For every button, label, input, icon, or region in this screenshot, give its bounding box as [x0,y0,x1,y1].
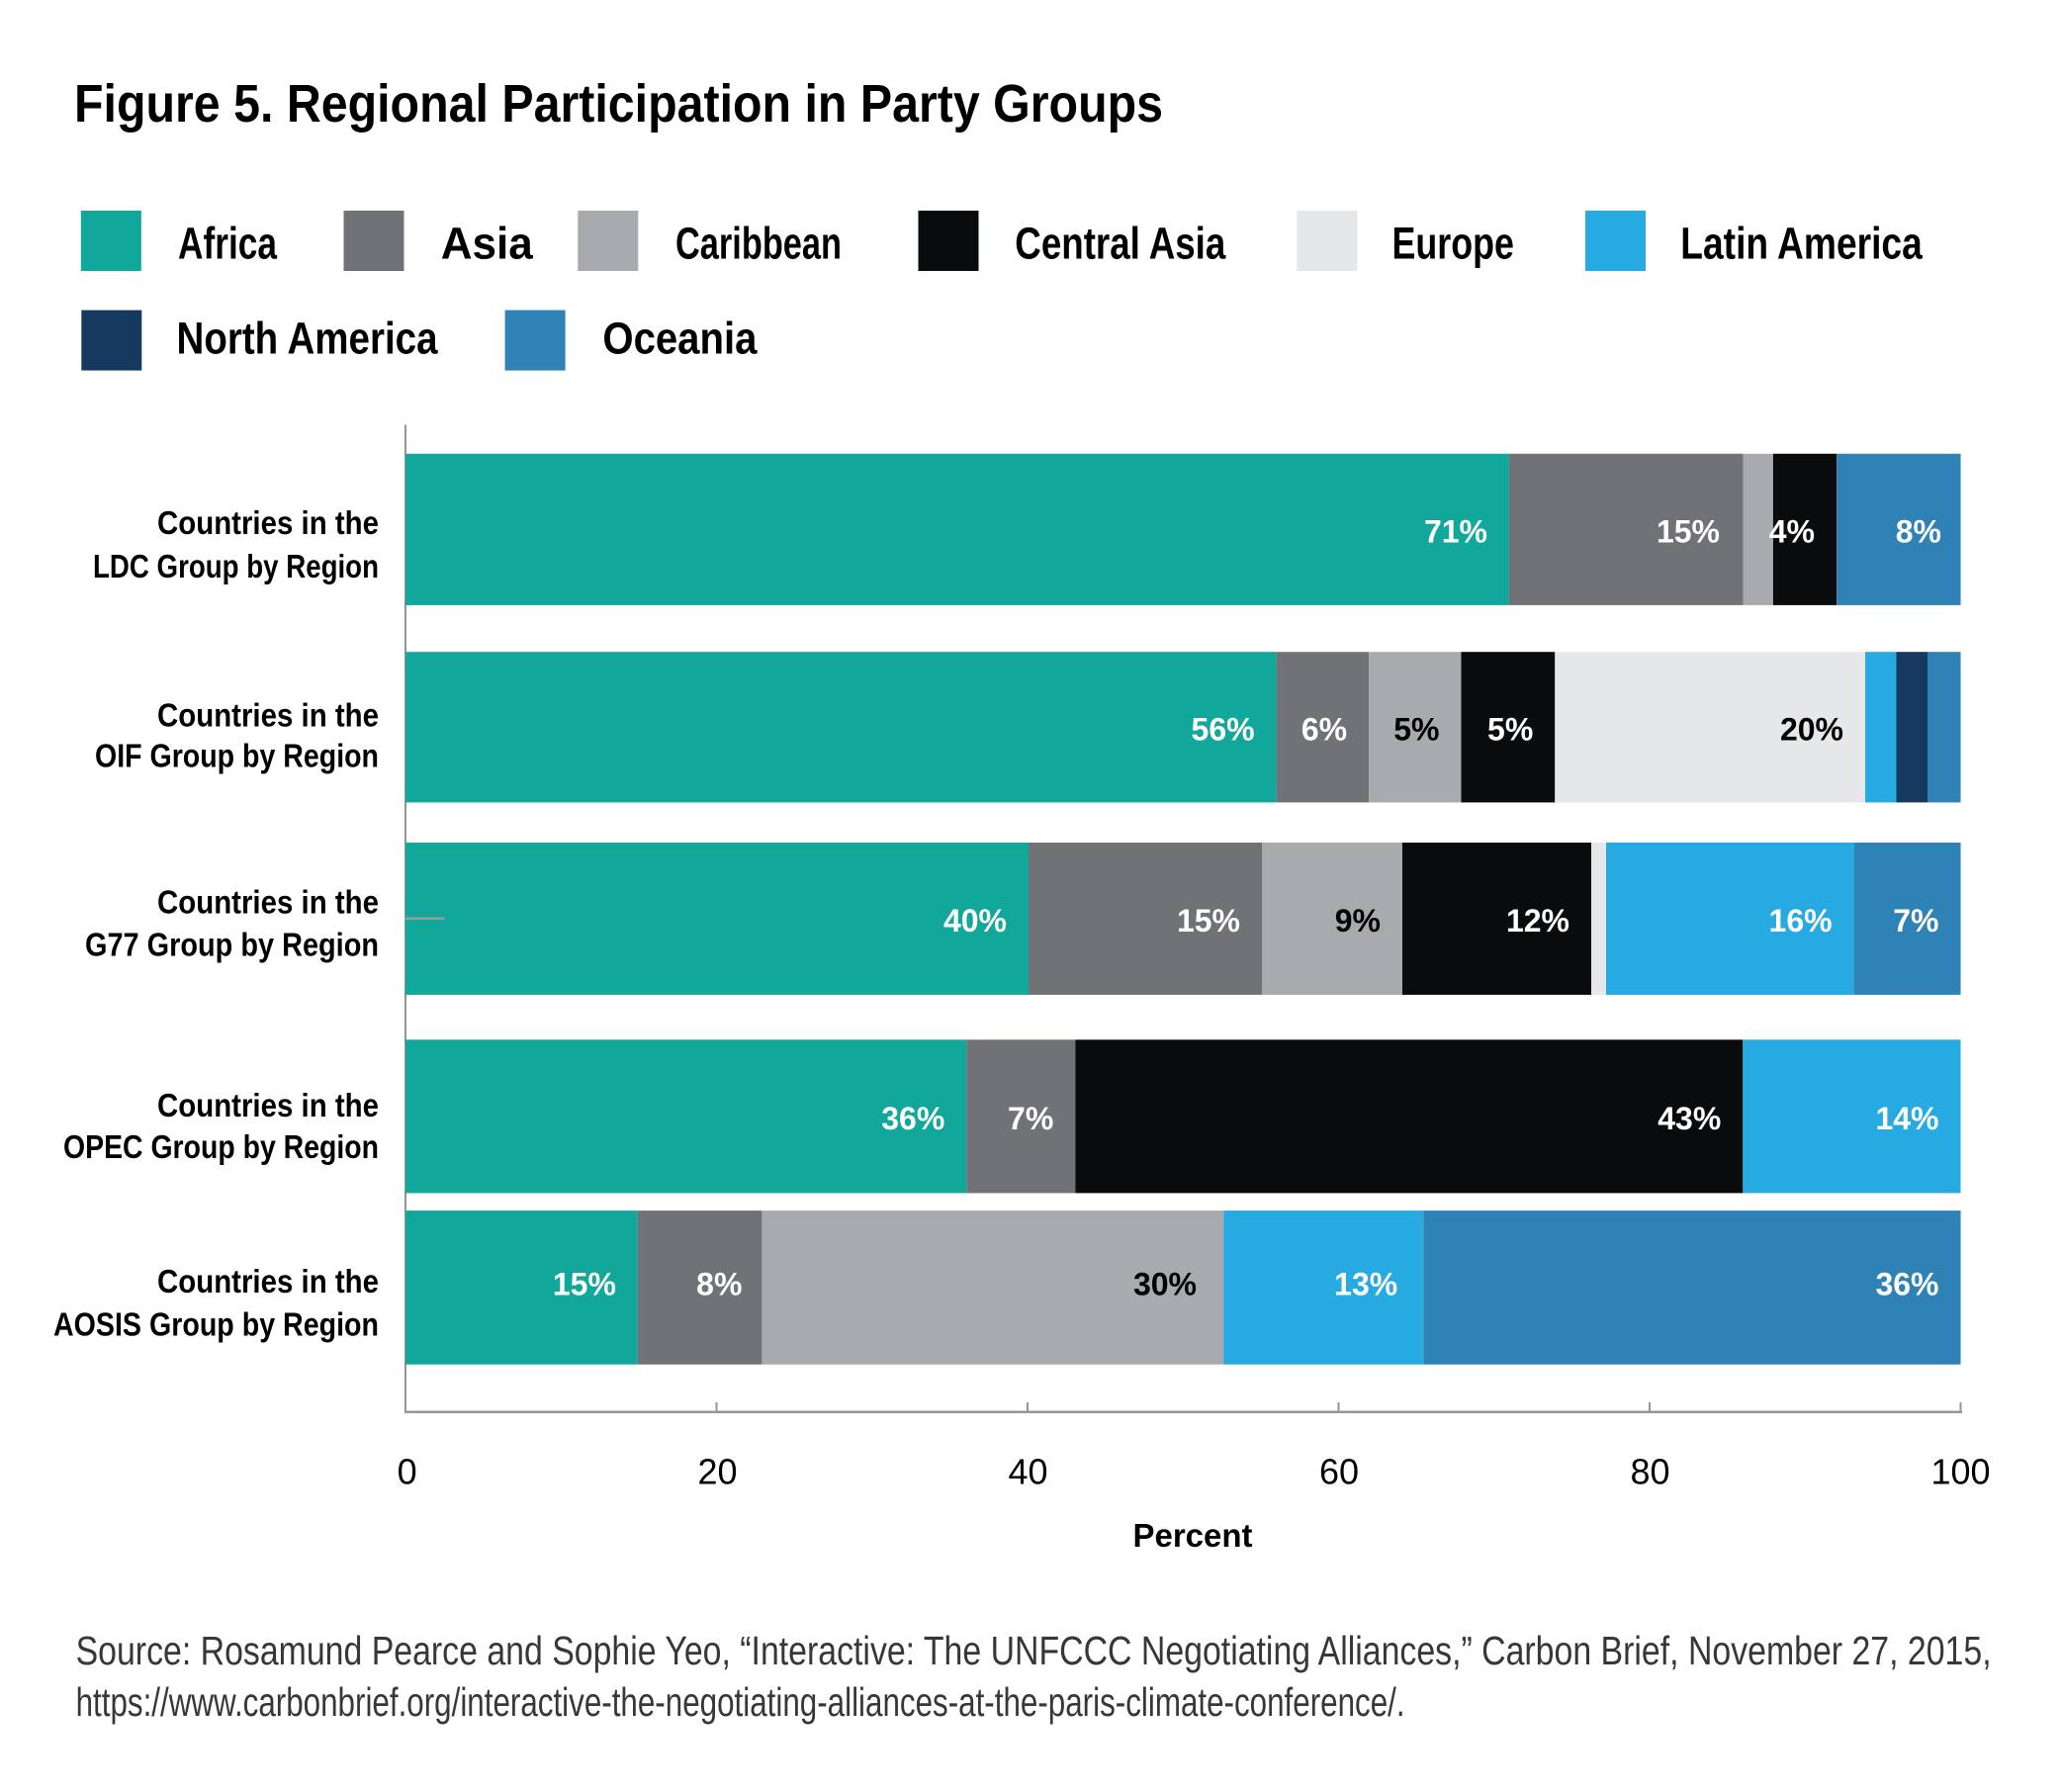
svg-text:5%: 5% [1487,711,1533,747]
svg-text:20: 20 [697,1452,737,1492]
svg-text:80: 80 [1630,1452,1669,1492]
svg-text:OIF Group by Region: OIF Group by Region [95,738,379,774]
svg-text:Countries in the: Countries in the [157,1263,379,1299]
svg-text:Caribbean: Caribbean [675,219,842,269]
svg-text:Asia: Asia [441,219,534,269]
svg-text:16%: 16% [1769,903,1833,939]
svg-text:Countries in the: Countries in the [157,1087,379,1123]
svg-text:Africa: Africa [178,219,278,269]
svg-text:40: 40 [1008,1452,1047,1492]
svg-text:4%: 4% [1769,513,1815,549]
svg-text:30%: 30% [1133,1267,1197,1302]
svg-text:60: 60 [1319,1452,1359,1492]
svg-text:100: 100 [1930,1452,1990,1492]
svg-text:Figure 5. Regional Participati: Figure 5. Regional Participation in Part… [74,74,1163,134]
svg-text:OPEC Group by Region: OPEC Group by Region [63,1128,379,1165]
svg-text:7%: 7% [1008,1101,1053,1136]
svg-text:Oceania: Oceania [602,313,758,363]
svg-text:36%: 36% [1875,1267,1938,1302]
svg-text:15%: 15% [553,1267,616,1302]
svg-text:9%: 9% [1335,903,1381,939]
svg-text:LDC Group by Region: LDC Group by Region [93,548,379,584]
svg-text:15%: 15% [1657,513,1720,549]
svg-text:20%: 20% [1780,711,1843,747]
svg-text:40%: 40% [943,903,1007,939]
svg-text:71%: 71% [1424,513,1487,549]
svg-text:13%: 13% [1334,1267,1397,1302]
svg-text:Countries in the: Countries in the [157,504,379,541]
svg-text:5%: 5% [1393,711,1439,747]
svg-text:Percent: Percent [1132,1517,1252,1554]
svg-text:Source: Rosamund Pearce and So: Source: Rosamund Pearce and Sophie Yeo, … [76,1628,1992,1673]
svg-text:12%: 12% [1506,903,1569,939]
svg-text:8%: 8% [1896,513,1941,549]
svg-text:43%: 43% [1658,1101,1721,1136]
svg-text:8%: 8% [696,1267,742,1302]
svg-text:North America: North America [177,313,439,363]
svg-text:15%: 15% [1177,903,1240,939]
svg-text:Countries in the: Countries in the [157,697,379,734]
svg-text:Central Asia: Central Asia [1015,219,1226,269]
svg-text:AOSIS Group by Region: AOSIS Group by Region [53,1306,379,1343]
svg-text:G77 Group by Region: G77 Group by Region [85,927,379,963]
svg-text:Latin America: Latin America [1680,219,1923,269]
svg-text:14%: 14% [1875,1101,1938,1136]
svg-text:Europe: Europe [1392,219,1515,269]
svg-text:https://www.carbonbrief.org/in: https://www.carbonbrief.org/interactive-… [76,1679,1405,1725]
svg-text:7%: 7% [1893,903,1938,939]
svg-text:Countries in the: Countries in the [157,884,379,921]
svg-text:0: 0 [398,1452,417,1492]
svg-text:56%: 56% [1192,711,1255,747]
svg-text:6%: 6% [1301,711,1347,747]
svg-text:36%: 36% [881,1101,944,1136]
